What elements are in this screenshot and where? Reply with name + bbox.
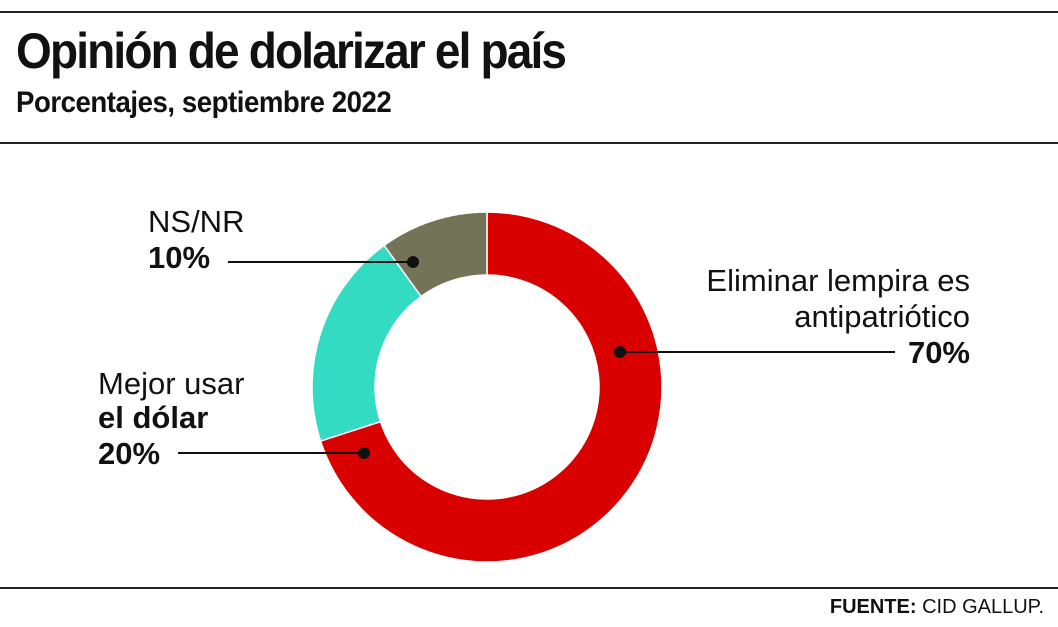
label-dolar-line1: Mejor usar bbox=[98, 366, 244, 401]
top-rule bbox=[0, 11, 1058, 13]
label-lempira-line1: Eliminar lempira es bbox=[706, 263, 970, 298]
chart-subtitle: Porcentajes, septiembre 2022 bbox=[16, 86, 392, 119]
value-label-dolar: 20% bbox=[98, 436, 160, 471]
label-nsnr: NS/NR bbox=[148, 204, 244, 239]
value-label-nsnr: 10% bbox=[148, 240, 210, 275]
donut-slice-0 bbox=[319, 211, 663, 563]
footer-rule bbox=[0, 587, 1058, 589]
donut-slice-2 bbox=[383, 211, 488, 298]
header-rule bbox=[0, 142, 1058, 144]
source-name: CID GALLUP. bbox=[922, 596, 1044, 618]
source-label: FUENTE: bbox=[829, 596, 917, 618]
source-note: FUENTE: CID GALLUP. bbox=[830, 596, 1044, 619]
leader-dot-dolar bbox=[358, 447, 370, 459]
leader-dot-lempira bbox=[614, 346, 626, 358]
chart-title: Opinión de dolarizar el país bbox=[16, 23, 567, 79]
label-lempira-line2: antipatriótico bbox=[794, 299, 970, 334]
value-label-lempira: 70% bbox=[908, 335, 970, 370]
leader-dot-nsnr bbox=[407, 256, 419, 268]
label-dolar-line2: el dólar bbox=[98, 400, 208, 435]
